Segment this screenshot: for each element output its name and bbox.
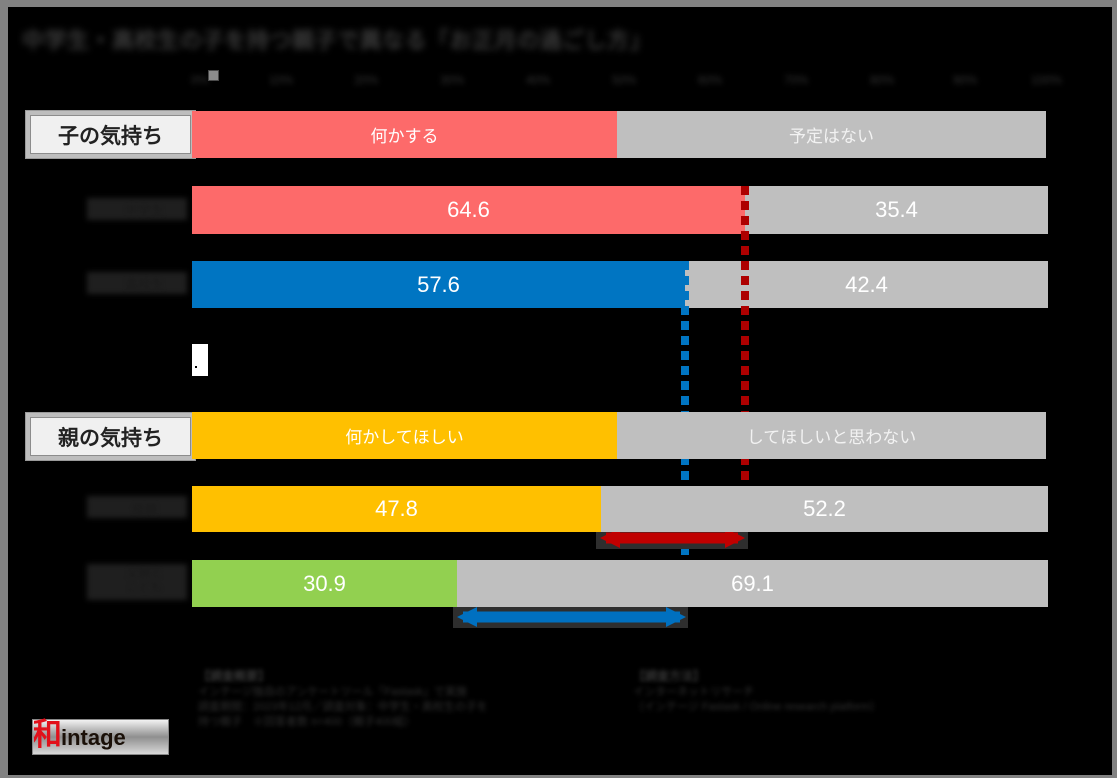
svg-text:和: 和 [34, 717, 62, 752]
